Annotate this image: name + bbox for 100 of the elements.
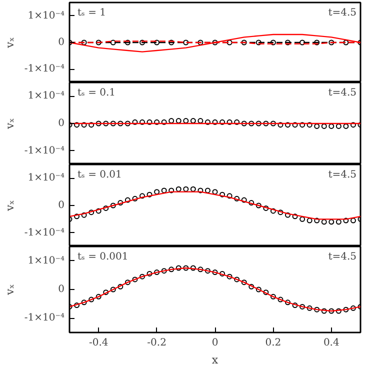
point xyxy=(263,290,269,296)
point xyxy=(132,196,138,202)
point xyxy=(132,276,138,282)
point xyxy=(270,294,276,300)
y-tick-label: 1×10⁻⁴ xyxy=(28,10,65,22)
line-series xyxy=(70,191,360,220)
point xyxy=(300,216,306,222)
point xyxy=(336,219,342,225)
point xyxy=(256,202,262,208)
point xyxy=(110,202,116,208)
annotation: tₛ = 1 xyxy=(78,8,106,18)
point xyxy=(321,308,327,314)
point xyxy=(140,274,145,280)
y-axis-title: vₓ xyxy=(3,284,16,296)
point xyxy=(124,197,130,203)
y-tick-label: -1×10⁻⁴ xyxy=(24,64,65,75)
point xyxy=(161,188,167,194)
point xyxy=(204,268,210,274)
point xyxy=(241,197,247,203)
annotation: t=4.5 xyxy=(328,88,357,98)
point xyxy=(168,266,174,272)
point xyxy=(146,270,152,276)
point xyxy=(343,306,349,312)
point xyxy=(350,305,356,311)
x-tick-label: 0.2 xyxy=(265,338,282,348)
point xyxy=(96,208,102,214)
point xyxy=(226,274,232,280)
point xyxy=(204,188,210,194)
point xyxy=(300,304,306,310)
point xyxy=(96,294,102,300)
point xyxy=(161,268,167,274)
point xyxy=(88,296,94,302)
point xyxy=(154,189,160,195)
point xyxy=(176,265,182,271)
y-tick-label: 1×10⁻⁴ xyxy=(28,255,65,266)
point xyxy=(176,186,182,192)
y-tick-label: -1×10⁻⁴ xyxy=(24,312,65,324)
x-tick-label: 0 xyxy=(212,338,218,348)
annotation: tₛ = 0.001 xyxy=(78,252,128,262)
point xyxy=(81,212,87,218)
point xyxy=(103,290,109,296)
point xyxy=(74,302,80,308)
y-tick-label: -1×10⁻⁴ xyxy=(24,145,65,156)
point xyxy=(285,300,290,306)
point xyxy=(190,186,196,192)
y-axis-title: vₓ xyxy=(3,118,16,130)
y-axis-title: vₓ xyxy=(3,36,16,49)
point xyxy=(88,210,94,216)
annotation: tₛ = 0.01 xyxy=(78,170,122,180)
y-tick-label: 1×10⁻⁴ xyxy=(28,90,65,102)
point xyxy=(306,305,312,311)
point xyxy=(234,276,240,282)
point xyxy=(110,286,116,292)
annotation: t=4.5 xyxy=(328,170,357,180)
y-tick-label: -1×10⁻⁴ xyxy=(24,227,65,238)
point xyxy=(270,208,276,214)
point xyxy=(103,205,109,211)
point xyxy=(146,192,152,198)
point xyxy=(183,186,189,192)
point xyxy=(241,280,247,286)
point xyxy=(198,188,204,194)
point xyxy=(124,280,130,286)
point xyxy=(263,205,269,211)
point xyxy=(220,270,226,276)
point xyxy=(81,300,87,306)
x-tick-label: 0.4 xyxy=(323,338,340,348)
point xyxy=(183,265,189,271)
point xyxy=(168,188,174,194)
point xyxy=(74,214,80,220)
point xyxy=(314,306,320,312)
annotation: t=4.5 xyxy=(328,8,357,18)
x-tick-label: -0.4 xyxy=(88,338,108,348)
annotation: t=4.5 xyxy=(328,252,357,262)
point xyxy=(248,200,254,206)
y-tick-label: 0 xyxy=(58,200,65,211)
point xyxy=(140,193,145,199)
y-axis-title: vₓ xyxy=(3,200,16,212)
y-tick-label: 0 xyxy=(58,284,65,295)
point xyxy=(190,265,196,271)
point xyxy=(256,286,262,292)
y-tick-label: 0 xyxy=(58,118,65,129)
point xyxy=(343,218,349,224)
point xyxy=(154,270,160,276)
point xyxy=(285,212,290,218)
annotation: tₛ = 0.1 xyxy=(78,88,116,98)
point xyxy=(212,270,218,276)
point xyxy=(118,284,124,290)
point xyxy=(278,210,284,216)
point xyxy=(198,266,204,272)
point xyxy=(234,196,240,202)
point xyxy=(212,189,218,195)
point xyxy=(278,296,284,302)
point xyxy=(350,218,356,224)
x-axis-title: x xyxy=(212,354,219,366)
point xyxy=(248,284,254,290)
point xyxy=(314,218,320,224)
point xyxy=(328,308,334,314)
point xyxy=(292,302,298,308)
point xyxy=(220,192,226,198)
point xyxy=(292,214,298,220)
